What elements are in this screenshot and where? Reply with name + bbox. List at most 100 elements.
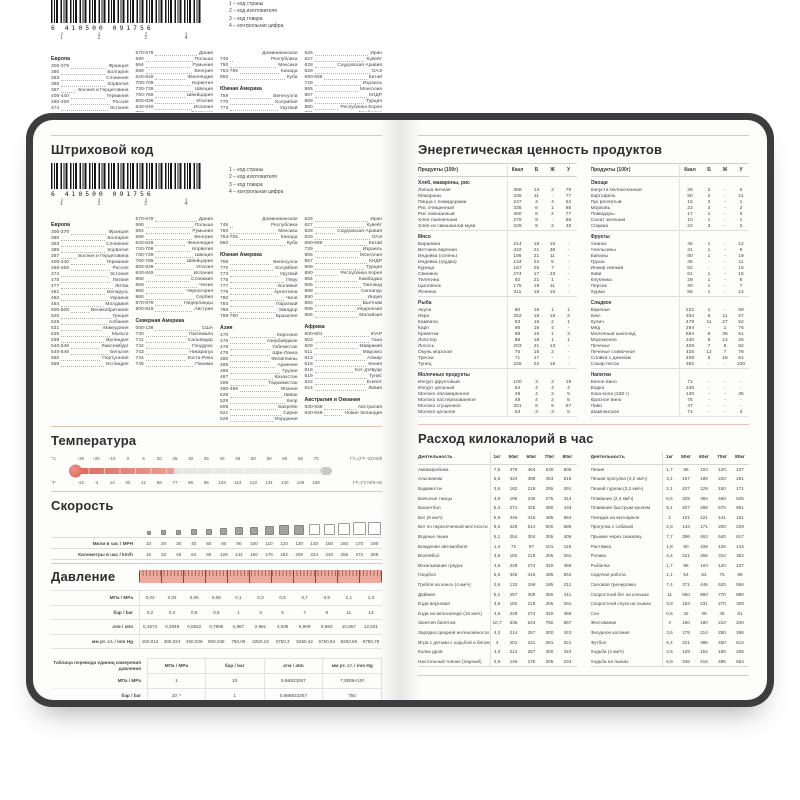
- country-code: 865: [304, 87, 313, 92]
- food-value: 19: [565, 379, 572, 385]
- country-name: Камбоджа: [358, 277, 382, 282]
- country-name: Канада: [280, 69, 298, 74]
- country-row: 880 Республика Корея: [305, 271, 382, 277]
- barcode-legend-line: 1 – код страны: [229, 167, 264, 173]
- calories-row: Прыжки через скакалку 7,7 386 463 540 617: [591, 532, 750, 542]
- pressure-value: 0,5: [279, 595, 286, 601]
- food-value: -: [724, 307, 726, 313]
- calories-row: Езда верховая 3,6 182 219 255 291: [418, 599, 577, 609]
- calories-value: 1,7: [666, 466, 673, 472]
- food-name: Индейка (голень): [418, 253, 458, 259]
- food-value: 85: [565, 205, 572, 211]
- country-code: 599: [135, 69, 144, 74]
- food-row: Индейка (голень) 186 21 11-: [418, 254, 577, 260]
- food-name: Ветчина вареная: [418, 247, 457, 253]
- calories-value: 770: [718, 591, 726, 597]
- calories-value: 304: [527, 533, 536, 539]
- food-name: Водка: [590, 385, 605, 391]
- calories-value: 132: [509, 581, 518, 587]
- food-name: Молоко пастеризованное: [418, 397, 476, 403]
- country-code: 860: [135, 289, 144, 294]
- country-row: 700-709 Норвегия: [136, 81, 213, 87]
- country-name: Тунис: [368, 374, 382, 379]
- speed-kmh-value: 192: [280, 551, 288, 557]
- spacer: [733, 180, 749, 186]
- speed-mph-value: 100: [250, 540, 258, 546]
- country-row: 460-469 Россия: [51, 266, 129, 272]
- country-name: Польша: [194, 223, 213, 228]
- food-value: 29: [687, 277, 693, 283]
- calories-header-col: 80кг: [735, 454, 745, 460]
- country-code: 867: [304, 259, 313, 264]
- food-row: Йогурт фруктовый 100 3 2 19: [418, 380, 577, 386]
- calories-value: 182: [509, 486, 518, 492]
- food-name: Пицца с помидорами: [418, 199, 467, 205]
- food-row: Слойка с джемом 408 5 18 61: [591, 356, 750, 362]
- country-name: Нидерланды: [183, 301, 213, 306]
- celsius-tick: 0: [126, 456, 130, 461]
- dotted-leader: [61, 282, 111, 283]
- fahrenheit-tick: 149: [296, 480, 305, 485]
- food-name: Лук репчатый: [590, 199, 622, 205]
- calories-value: 146: [509, 658, 518, 664]
- country-name: Филиппины: [271, 357, 298, 362]
- country-name: Румыния: [192, 63, 213, 68]
- spacer: [529, 300, 545, 306]
- conversion-table: Таблица перевода единиц измерения давлен…: [51, 658, 382, 700]
- food-value: 1: [567, 337, 570, 343]
- food-value: 8: [535, 403, 538, 409]
- dotted-leader: [314, 109, 339, 110]
- activity-name: Дайвинг: [418, 591, 436, 597]
- barcode-columns: Европа 300-379 Франция 380 Болгария 383 Словен…: [51, 217, 382, 423]
- country-row: 729 Израиль: [305, 247, 382, 253]
- country-row: 485 Армения: [220, 363, 298, 369]
- food-name: Баранина: [418, 241, 441, 247]
- conversion-value: 7,5006×10³: [323, 673, 382, 689]
- country-code: 770: [220, 100, 229, 105]
- food-value: 61: [738, 355, 744, 361]
- food-value: 3: [551, 409, 554, 415]
- dotted-leader: [155, 91, 194, 92]
- country-name: Доминиканская Республика: [262, 51, 298, 62]
- dotted-leader: [314, 67, 336, 68]
- country-name: Мальта: [111, 332, 129, 337]
- food-value: 294: [685, 325, 695, 331]
- food-value: 321: [513, 403, 522, 409]
- conversion-corner-label: Таблица перевода единиц измерения давлен…: [53, 660, 141, 671]
- country-name: Хорватия: [107, 82, 129, 87]
- pressure-value: 8,883: [321, 624, 333, 630]
- dotted-leader: [70, 348, 100, 349]
- calories-value: 241: [527, 639, 536, 645]
- pressure-value: 0,8: [213, 609, 220, 615]
- country-code: 300-379: [51, 230, 69, 235]
- country-name: Малайзия: [359, 313, 382, 318]
- food-value: 11: [706, 319, 712, 325]
- food-value: 226: [513, 361, 522, 367]
- food-section-name: Хлеб, макароны, рис: [418, 179, 470, 186]
- thermometer-bulb-icon: [69, 464, 82, 477]
- calories-value: 343: [563, 629, 572, 635]
- dotted-leader: [230, 312, 277, 313]
- food-value: 83: [514, 319, 521, 325]
- country-row: 867 КНДР: [304, 259, 382, 265]
- calories-table-left: Деятельность 1кг 50кг 60кг 70кг 80кг Аквааэроб…: [418, 451, 577, 667]
- country-code: 474: [51, 272, 60, 277]
- food-row: Кекс 334 6 11 57: [591, 314, 750, 320]
- food-name: Рис очищенный: [418, 205, 455, 211]
- pressure-value: 0,5922: [187, 624, 202, 630]
- country-code: 626: [304, 51, 313, 56]
- country-code: 884: [304, 277, 313, 282]
- food-name: Лосось: [418, 343, 435, 349]
- country-name: Камбоджа: [359, 111, 382, 112]
- food-value: -: [708, 379, 710, 385]
- dotted-leader: [314, 372, 354, 373]
- food-row: Морковь 22 3-2: [591, 206, 750, 212]
- food-value: 3: [739, 211, 743, 217]
- calories-value: 2,9: [666, 524, 673, 530]
- calories-row: Футбол 6,4 321 386 450 514: [591, 637, 750, 647]
- dotted-leader: [314, 342, 370, 343]
- country-row: 608 Бахрейн: [220, 405, 298, 411]
- country-name: Турция: [365, 265, 382, 270]
- food-value: 51: [738, 331, 744, 337]
- calories-columns: Деятельность 1кг 50кг 60кг 70кг 80кг Аквааэроб…: [418, 451, 750, 667]
